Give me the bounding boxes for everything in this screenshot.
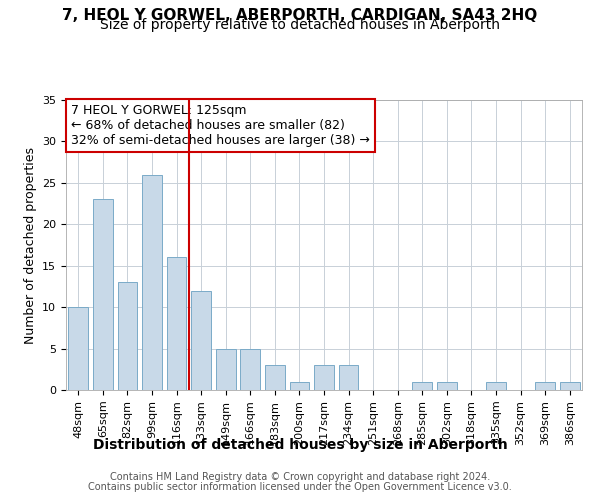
Bar — [142, 174, 162, 390]
Bar — [167, 258, 187, 390]
Bar — [68, 307, 88, 390]
Bar — [191, 290, 211, 390]
Text: Size of property relative to detached houses in Aberporth: Size of property relative to detached ho… — [100, 18, 500, 32]
Text: Distribution of detached houses by size in Aberporth: Distribution of detached houses by size … — [92, 438, 508, 452]
Bar — [437, 382, 457, 390]
Bar — [314, 365, 334, 390]
Bar — [216, 348, 236, 390]
Bar — [535, 382, 555, 390]
Text: 7 HEOL Y GORWEL: 125sqm
← 68% of detached houses are smaller (82)
32% of semi-de: 7 HEOL Y GORWEL: 125sqm ← 68% of detache… — [71, 104, 370, 148]
Bar — [339, 365, 358, 390]
Text: 7, HEOL Y GORWEL, ABERPORTH, CARDIGAN, SA43 2HQ: 7, HEOL Y GORWEL, ABERPORTH, CARDIGAN, S… — [62, 8, 538, 22]
Bar — [290, 382, 309, 390]
Bar — [412, 382, 432, 390]
Bar — [265, 365, 284, 390]
Bar — [118, 282, 137, 390]
Text: Contains public sector information licensed under the Open Government Licence v3: Contains public sector information licen… — [88, 482, 512, 492]
Text: Contains HM Land Registry data © Crown copyright and database right 2024.: Contains HM Land Registry data © Crown c… — [110, 472, 490, 482]
Bar — [486, 382, 506, 390]
Bar — [560, 382, 580, 390]
Bar — [93, 200, 113, 390]
Bar — [241, 348, 260, 390]
Y-axis label: Number of detached properties: Number of detached properties — [23, 146, 37, 344]
